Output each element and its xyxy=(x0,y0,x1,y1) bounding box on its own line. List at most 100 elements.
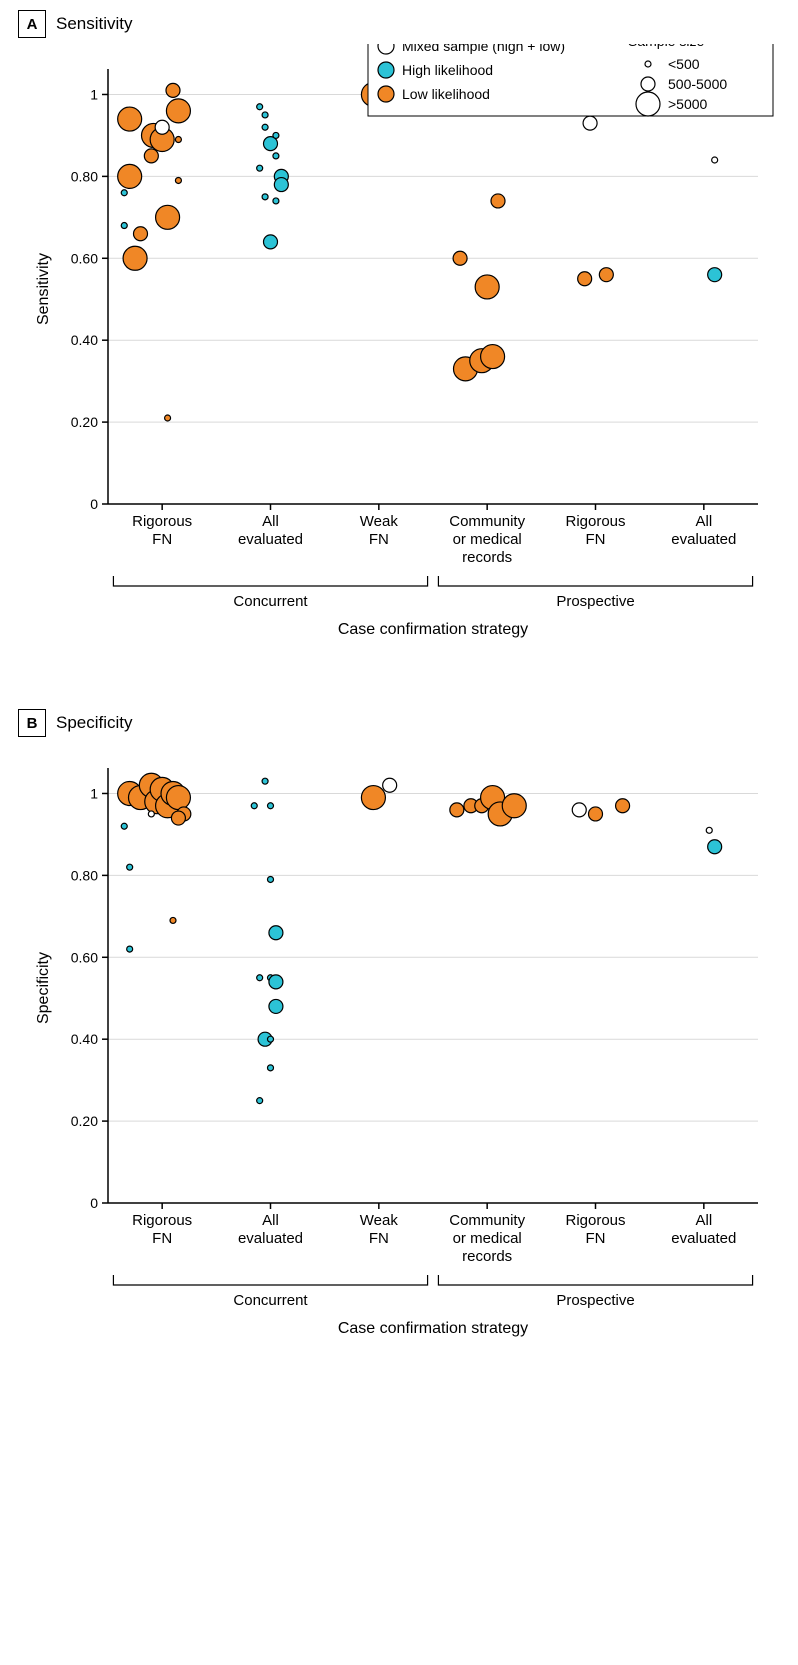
x-tick-label: records xyxy=(462,1248,512,1265)
x-tick-label: evaluated xyxy=(238,531,303,548)
x-tick-label: Community xyxy=(449,513,525,530)
data-point xyxy=(262,778,268,784)
x-tick-label: All xyxy=(695,513,712,530)
data-point xyxy=(171,811,185,825)
data-point xyxy=(257,104,263,110)
legend-size-label: <500 xyxy=(668,56,700,72)
data-point xyxy=(121,823,127,829)
data-point xyxy=(148,811,154,817)
x-tick-label: or medical xyxy=(453,1230,522,1247)
y-axis-title: Sensitivity xyxy=(35,253,52,325)
group-bracket xyxy=(113,1275,427,1285)
data-point xyxy=(166,99,190,123)
group-bracket xyxy=(438,576,752,586)
panel-header: BSpecificity xyxy=(18,709,780,737)
x-tick-label: evaluated xyxy=(671,1230,736,1247)
x-tick-label: All xyxy=(262,513,279,530)
group-label: Prospective xyxy=(556,593,634,610)
y-tick-label: 0.60 xyxy=(71,949,98,965)
data-point xyxy=(273,132,279,138)
x-tick-label: FN xyxy=(152,531,172,548)
data-point xyxy=(257,165,263,171)
y-tick-label: 1 xyxy=(90,785,98,801)
data-point xyxy=(589,807,603,821)
data-point xyxy=(268,1036,274,1042)
data-point xyxy=(262,194,268,200)
legend-size-label: 500-5000 xyxy=(668,76,727,92)
chart-wrap: 00.200.400.600.801SpecificityRigorousFNA… xyxy=(18,743,780,1368)
y-tick-label: 0.20 xyxy=(71,1113,98,1129)
x-tick-label: evaluated xyxy=(671,531,736,548)
data-point xyxy=(708,840,722,854)
legend-size-label: >5000 xyxy=(668,96,708,112)
x-tick-label: Weak xyxy=(360,513,399,530)
data-point xyxy=(268,876,274,882)
panel-letter: A xyxy=(18,10,46,38)
y-tick-label: 0 xyxy=(90,1195,98,1211)
x-tick-label: Community xyxy=(449,1212,525,1229)
chart-wrap: 00.200.400.600.801SensitivityRigorousFNA… xyxy=(18,44,780,669)
panel-letter: B xyxy=(18,709,46,737)
data-point xyxy=(257,1098,263,1104)
legend: Mixed sample (high + low)High likelihood… xyxy=(368,44,773,116)
data-point xyxy=(708,268,722,282)
data-point xyxy=(502,794,526,818)
data-point xyxy=(269,999,283,1013)
chart-panel: ASensitivity00.200.400.600.801Sensitivit… xyxy=(18,10,780,669)
data-point xyxy=(166,786,190,810)
x-axis-title: Case confirmation strategy xyxy=(338,1320,528,1337)
x-tick-label: Weak xyxy=(360,1212,399,1229)
panel-title: Sensitivity xyxy=(56,14,133,34)
data-point xyxy=(383,778,397,792)
x-tick-label: evaluated xyxy=(238,1230,303,1247)
group-label: Concurrent xyxy=(233,1292,308,1309)
data-point xyxy=(127,864,133,870)
data-point xyxy=(572,803,586,817)
y-axis-title: Specificity xyxy=(35,952,52,1024)
x-tick-label: FN xyxy=(369,531,389,548)
legend-size-swatch xyxy=(645,61,651,67)
legend-label: High likelihood xyxy=(402,62,493,78)
legend-size-swatch xyxy=(641,77,655,91)
data-point xyxy=(257,975,263,981)
data-point xyxy=(599,268,613,282)
data-point xyxy=(269,926,283,940)
x-tick-label: All xyxy=(262,1212,279,1229)
data-point xyxy=(123,246,147,270)
data-point xyxy=(166,83,180,97)
x-tick-label: FN xyxy=(369,1230,389,1247)
data-point xyxy=(121,190,127,196)
x-tick-label: or medical xyxy=(453,531,522,548)
data-point xyxy=(361,786,385,810)
y-tick-label: 0.20 xyxy=(71,414,98,430)
x-tick-label: FN xyxy=(586,1230,606,1247)
x-tick-label: FN xyxy=(586,531,606,548)
data-point xyxy=(121,223,127,229)
data-point xyxy=(156,205,180,229)
data-point xyxy=(175,177,181,183)
data-point xyxy=(616,799,630,813)
data-point xyxy=(134,227,148,241)
data-point xyxy=(268,803,274,809)
data-point xyxy=(155,120,169,134)
data-point xyxy=(264,235,278,249)
data-point xyxy=(712,157,718,163)
y-tick-label: 0.80 xyxy=(71,867,98,883)
legend-swatch xyxy=(378,62,394,78)
data-point xyxy=(273,153,279,159)
y-tick-label: 0.80 xyxy=(71,168,98,184)
data-point xyxy=(144,149,158,163)
x-tick-label: Rigorous xyxy=(565,513,625,530)
y-tick-label: 0.40 xyxy=(71,332,98,348)
data-point xyxy=(118,164,142,188)
x-tick-label: All xyxy=(695,1212,712,1229)
data-point xyxy=(273,198,279,204)
data-point xyxy=(269,975,283,989)
chart-panel: BSpecificity 0 0.20 0.40 0.60 0.80 1 Specificit… xyxy=(18,709,780,1368)
legend-size-title: Sample size xyxy=(628,44,704,49)
scatter-chart: 00.200.400.600.801SpecificityRigorousFNA… xyxy=(18,743,778,1363)
data-point xyxy=(118,107,142,131)
y-tick-label: 0.40 xyxy=(71,1031,98,1047)
data-point xyxy=(170,917,176,923)
group-bracket xyxy=(438,1275,752,1285)
